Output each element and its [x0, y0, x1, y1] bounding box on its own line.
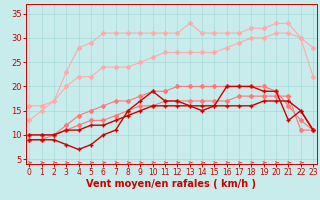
X-axis label: Vent moyen/en rafales ( km/h ): Vent moyen/en rafales ( km/h ): [86, 179, 256, 189]
